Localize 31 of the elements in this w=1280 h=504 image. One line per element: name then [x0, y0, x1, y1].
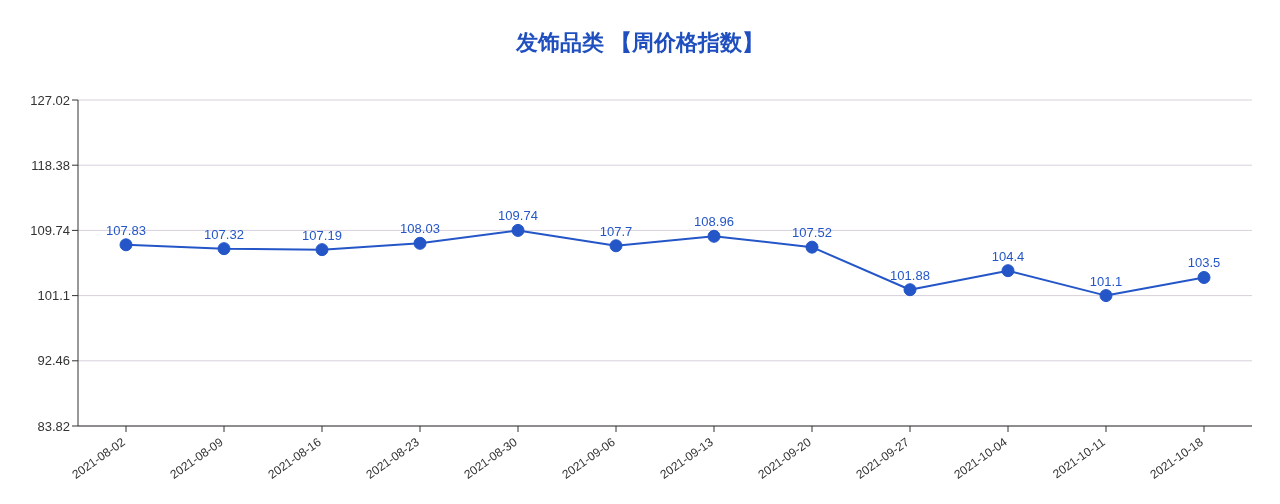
data-label: 101.1: [1089, 273, 1123, 289]
data-label: 108.03: [400, 221, 440, 237]
point: [609, 239, 623, 253]
data-label: 101.88: [890, 267, 930, 283]
point: [315, 243, 329, 257]
y-tick-label: 109.74: [30, 223, 70, 239]
data-label: 107.19: [302, 227, 342, 243]
point: [805, 240, 819, 254]
y-tick-label: 101.1: [37, 288, 70, 304]
point: [413, 236, 427, 250]
data-label: 107.7: [599, 223, 633, 239]
point: [217, 242, 231, 256]
y-tick-label: 92.46: [37, 353, 70, 369]
data-label: 104.4: [991, 248, 1025, 264]
data-label: 107.52: [792, 225, 832, 241]
point: [903, 283, 917, 297]
point: [707, 229, 721, 243]
point: [1001, 264, 1015, 278]
data-label: 107.83: [106, 222, 146, 238]
point: [119, 238, 133, 252]
data-label: 103.5: [1187, 255, 1221, 271]
y-tick-label: 118.38: [31, 157, 70, 173]
data-label: 109.74: [498, 208, 538, 224]
point: [1197, 270, 1211, 284]
data-label: 108.96: [694, 214, 734, 230]
data-label: 107.32: [204, 226, 244, 242]
y-tick-label: 83.82: [37, 418, 70, 434]
point: [1099, 289, 1113, 303]
y-tick-label: 127.02: [30, 92, 70, 108]
point: [511, 223, 525, 237]
chart-title: 发饰品类 【周价格指数】: [514, 29, 766, 57]
